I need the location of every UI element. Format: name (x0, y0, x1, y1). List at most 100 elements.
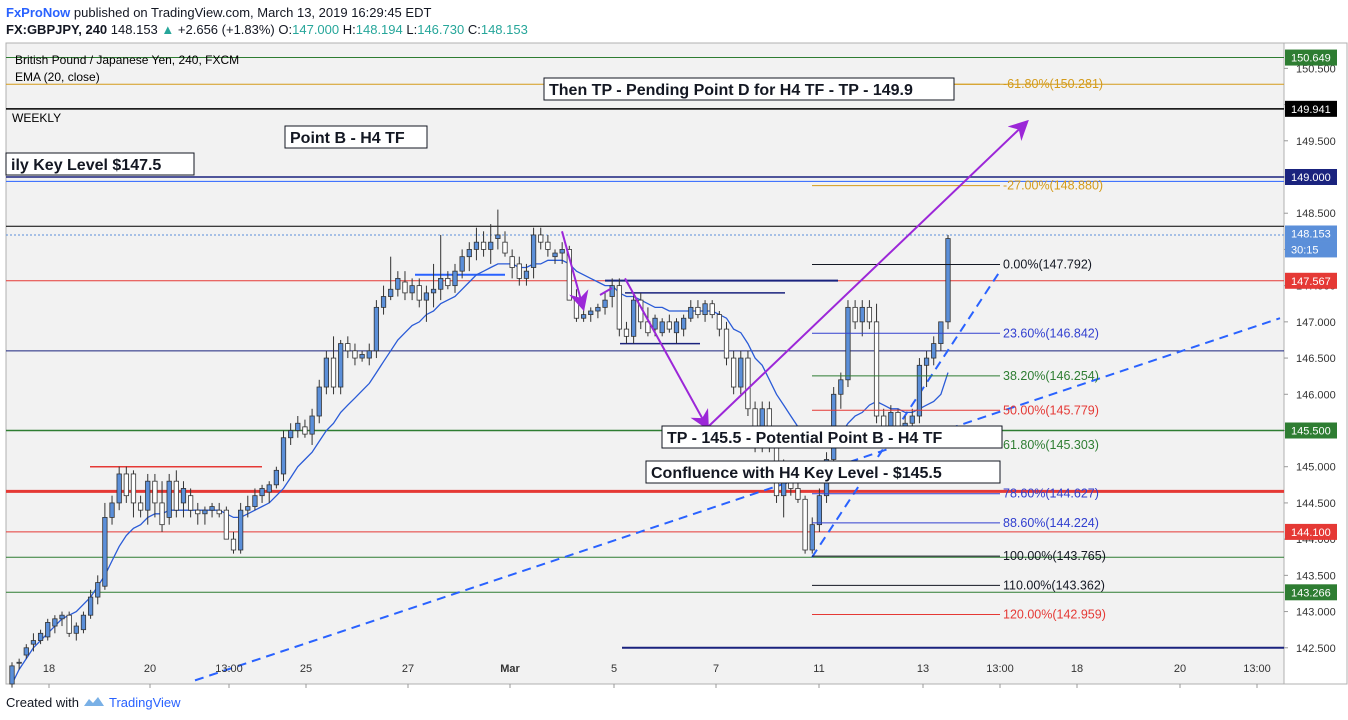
fib-level-label: 78.60%(144.627) (1003, 487, 1099, 501)
arrow-up-target (707, 119, 1029, 428)
candle-body (452, 270, 458, 287)
time-axis[interactable]: 18 20 13:00 25 27 Mar 5 7 11 13 13:00 18 20 13:00 (43, 663, 1271, 688)
fib-level-label: 110.00%(143.362) (1003, 578, 1105, 592)
price-label-bg (1285, 241, 1337, 258)
candle-body (809, 524, 815, 551)
candle-body (259, 488, 265, 497)
time-tick-label: 20 (144, 663, 156, 675)
price-label-bg (1285, 49, 1337, 66)
candle-body (523, 270, 530, 279)
candle-body (852, 306, 858, 323)
candle-body (352, 350, 358, 359)
candle-body (280, 437, 287, 475)
fib-level-label: 0.00%(147.792) (1003, 257, 1092, 271)
price-label: 144.100 (1291, 527, 1331, 539)
candle-body (580, 314, 587, 319)
candle-body (666, 321, 672, 330)
time-tick-label: 20 (1174, 663, 1186, 675)
candle-body (216, 509, 222, 515)
weekly-label: WEEKLY (12, 111, 61, 125)
high-value: 148.194 (355, 22, 403, 37)
price-axis[interactable]: 150.500150.000149.500149.000148.500148.0… (1284, 49, 1337, 655)
candle-body (80, 614, 87, 631)
candle-body (909, 415, 915, 424)
candle-body (430, 288, 437, 294)
candle-body (145, 480, 151, 511)
candle-body (330, 357, 337, 388)
price-tick-label: 150.500 (1296, 63, 1336, 75)
candle-body (316, 386, 322, 417)
price-chart[interactable]: 0.00%(147.792) 23.60%(146.842) 38.20%(146.… (0, 0, 1348, 690)
candle-body (273, 469, 279, 486)
price-label: 149.000 (1291, 172, 1331, 184)
candle-body (116, 473, 122, 504)
price-label: 30:15 (1291, 244, 1319, 256)
point-b-note: Point B - H4 TF (284, 125, 428, 149)
price-label-bg (1285, 422, 1337, 439)
close-value: 148.153 (480, 22, 528, 37)
tradingview-link[interactable]: TradingView (108, 695, 181, 710)
candle-body (838, 379, 844, 395)
candle-body (59, 614, 65, 620)
candle-body (573, 299, 580, 319)
price-label: 149.941 (1291, 104, 1331, 116)
candle-body (616, 285, 622, 330)
candle-body (123, 473, 129, 497)
candle-body (659, 321, 665, 334)
candle-body (716, 314, 722, 330)
footer: Created with TradingView (6, 694, 181, 711)
candle-body (916, 364, 923, 417)
candle-body (309, 415, 315, 435)
arrow-hook (599, 287, 613, 296)
author-link[interactable]: FxProNow (6, 5, 71, 20)
tp-145-note-box (661, 425, 1003, 449)
candle-body (173, 480, 179, 511)
candle-body (252, 495, 258, 507)
time-tick-label: 13 (917, 663, 929, 675)
time-tick-label: 5 (611, 663, 617, 675)
price-tick-label: 145.000 (1296, 462, 1336, 474)
time-tick-label: 7 (713, 663, 719, 675)
tp-145-note: TP - 145.5 - Potential Point B - H4 TF (661, 425, 1003, 449)
candle-body (845, 306, 851, 381)
candle-body (502, 241, 508, 254)
confluence-note: Confluence with H4 Key Level - $145.5 (645, 460, 1001, 484)
price-label-bg (1285, 100, 1337, 117)
candle-body (9, 665, 15, 685)
candle-body (188, 495, 194, 511)
candle-body (802, 498, 808, 551)
candle-body (480, 241, 487, 250)
candle-body (109, 502, 115, 518)
candle-body (652, 317, 658, 330)
candle-body (945, 238, 951, 323)
candle-body (695, 306, 701, 316)
candle-body (459, 256, 465, 272)
daily-key-note-text: ily Key Level $147.5 (11, 157, 161, 174)
price-label: 150.649 (1291, 53, 1331, 65)
chart-header: FxProNow published on TradingView.com, M… (6, 4, 528, 38)
candle-body (87, 596, 94, 616)
fib-level-label: 23.60%(146.842) (1003, 326, 1099, 340)
last-price: 148.153 (110, 22, 158, 37)
candle-body (552, 252, 558, 258)
candle-body (102, 517, 108, 587)
candle-body (602, 299, 608, 308)
candle-body (180, 488, 187, 504)
price-label: 145.500 (1291, 425, 1331, 437)
candle-body (323, 357, 329, 388)
candle-body (95, 582, 101, 598)
fib-level-label: 100.00%(143.765) (1003, 549, 1106, 563)
candle-body (609, 285, 615, 297)
then-tp-note-text: Then TP - Pending Point D for H4 TF - TP… (549, 82, 913, 99)
arrow-down-short (561, 231, 589, 312)
tp-145-note-text: TP - 145.5 - Potential Point B - H4 TF (667, 430, 943, 447)
candle-body (709, 303, 715, 316)
candle-body (166, 480, 172, 518)
candle-body (623, 328, 630, 337)
candle-body (516, 263, 522, 279)
candle-body (738, 357, 744, 388)
plot-area (5, 42, 1285, 685)
candle-body (23, 647, 29, 656)
low-value: 146.730 (417, 22, 465, 37)
candle-body (859, 306, 865, 323)
